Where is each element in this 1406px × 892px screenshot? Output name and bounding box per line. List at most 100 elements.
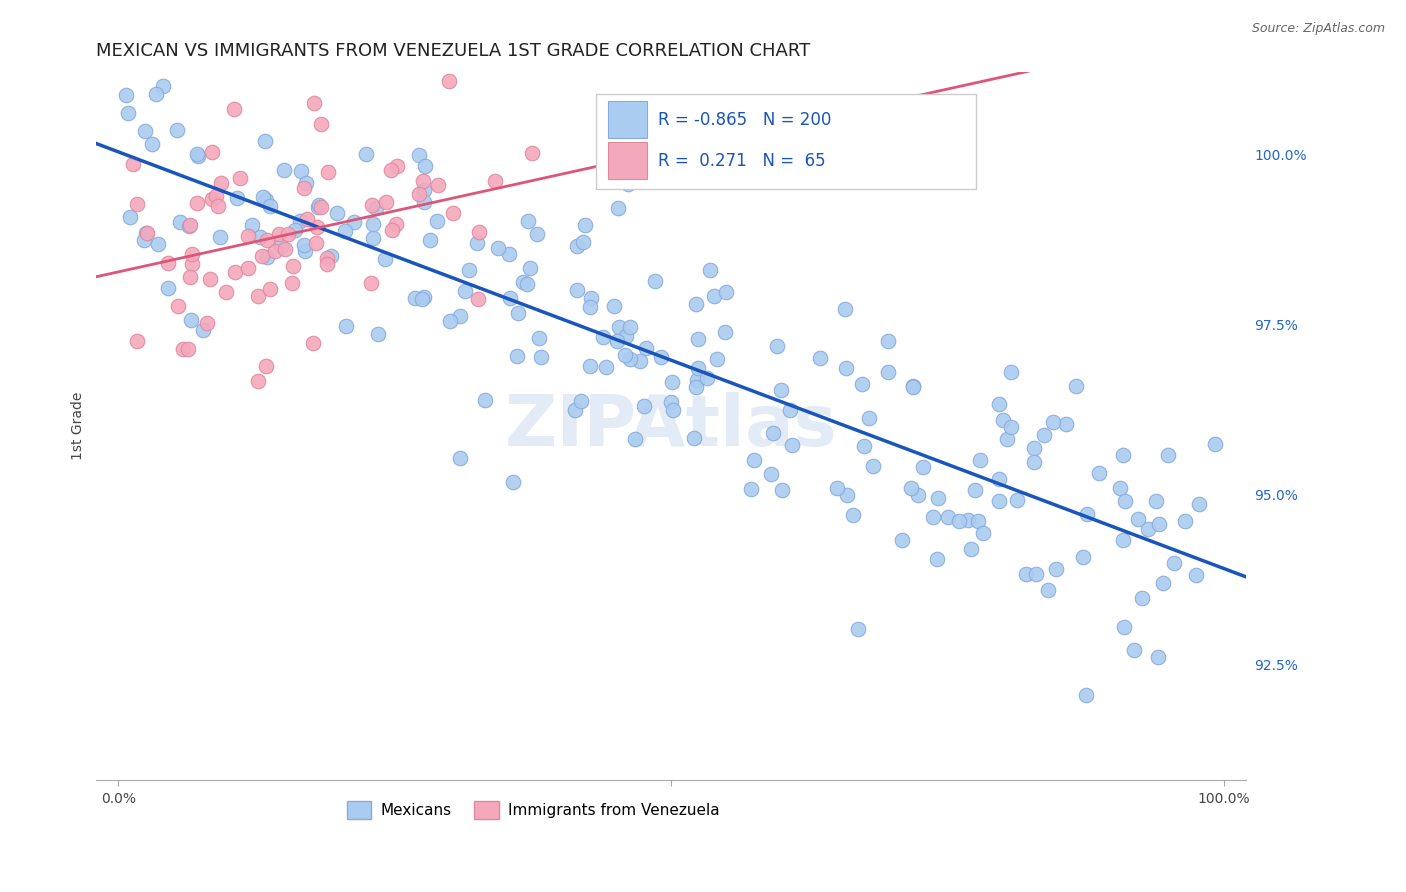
Point (238, 229, 260, 244)
Point (229, 171, 252, 186)
Point (1174, 514, 1197, 528)
Point (685, 297, 707, 311)
Point (204, 189, 226, 203)
Point (688, 332, 710, 346)
Point (529, 331, 551, 345)
Point (454, 285, 477, 299)
Point (290, 164, 312, 178)
Point (619, 352, 641, 367)
Point (907, 488, 929, 502)
Point (699, 263, 721, 277)
Point (1152, 576, 1174, 591)
Point (522, 146, 544, 161)
Point (270, 239, 292, 253)
Point (264, 244, 287, 259)
Point (408, 186, 430, 201)
Point (412, 174, 434, 188)
Point (449, 309, 471, 323)
Point (1163, 556, 1185, 570)
Point (1071, 549, 1094, 564)
Point (252, 249, 274, 263)
Point (1042, 415, 1064, 429)
Point (135, 226, 157, 240)
Point (619, 320, 641, 334)
Point (419, 233, 441, 247)
Point (516, 214, 538, 228)
Point (125, 334, 148, 348)
Point (927, 491, 949, 505)
Point (269, 227, 291, 241)
Point (321, 249, 343, 263)
Point (912, 459, 935, 474)
Point (602, 299, 624, 313)
Point (835, 361, 858, 376)
Point (134, 123, 156, 137)
Text: MEXICAN VS IMMIGRANTS FROM VENEZUELA 1ST GRADE CORRELATION CHART: MEXICAN VS IMMIGRANTS FROM VENEZUELA 1ST… (97, 42, 811, 60)
Point (1144, 493, 1167, 508)
Point (254, 359, 277, 373)
Point (506, 349, 529, 363)
Point (240, 218, 263, 232)
Point (486, 241, 509, 255)
Point (891, 533, 914, 547)
FancyBboxPatch shape (596, 94, 976, 189)
Text: ZIPAtlas: ZIPAtlas (505, 392, 838, 460)
Point (779, 402, 801, 417)
Point (215, 285, 238, 300)
Point (374, 252, 396, 266)
Point (1112, 448, 1135, 462)
Point (136, 226, 159, 240)
Point (294, 244, 316, 258)
Point (988, 397, 1011, 411)
Point (180, 247, 202, 261)
Point (307, 200, 329, 214)
Point (361, 217, 384, 231)
Point (1033, 428, 1056, 442)
Point (122, 157, 145, 171)
Point (506, 306, 529, 320)
Point (427, 178, 450, 192)
Point (1005, 492, 1028, 507)
Point (991, 413, 1014, 427)
Point (125, 197, 148, 211)
Point (740, 482, 762, 496)
Point (498, 247, 520, 261)
Point (308, 198, 330, 212)
Point (207, 199, 229, 213)
Point (309, 117, 332, 131)
Point (467, 292, 489, 306)
Point (565, 283, 588, 297)
Point (834, 301, 856, 316)
Point (960, 541, 983, 556)
Point (426, 214, 449, 228)
Point (614, 329, 637, 343)
Point (292, 181, 315, 195)
Point (333, 224, 356, 238)
Point (762, 425, 785, 440)
Point (184, 34, 207, 48)
Point (606, 334, 628, 348)
Point (1000, 365, 1022, 379)
Point (1109, 481, 1132, 495)
Point (180, 313, 202, 327)
Point (117, 105, 139, 120)
FancyBboxPatch shape (607, 102, 647, 138)
Point (780, 438, 803, 452)
Point (842, 508, 865, 522)
Point (877, 334, 900, 348)
Point (316, 257, 339, 271)
Point (209, 177, 232, 191)
Point (903, 379, 925, 393)
Point (565, 239, 588, 253)
Point (1185, 568, 1208, 582)
Point (246, 289, 269, 303)
Point (706, 352, 728, 367)
Text: Source: ZipAtlas.com: Source: ZipAtlas.com (1251, 22, 1385, 36)
Point (876, 365, 898, 379)
Point (156, 256, 179, 270)
Point (1064, 379, 1087, 393)
Point (367, 326, 389, 341)
Point (714, 285, 737, 299)
Point (595, 359, 617, 374)
Point (903, 380, 925, 394)
